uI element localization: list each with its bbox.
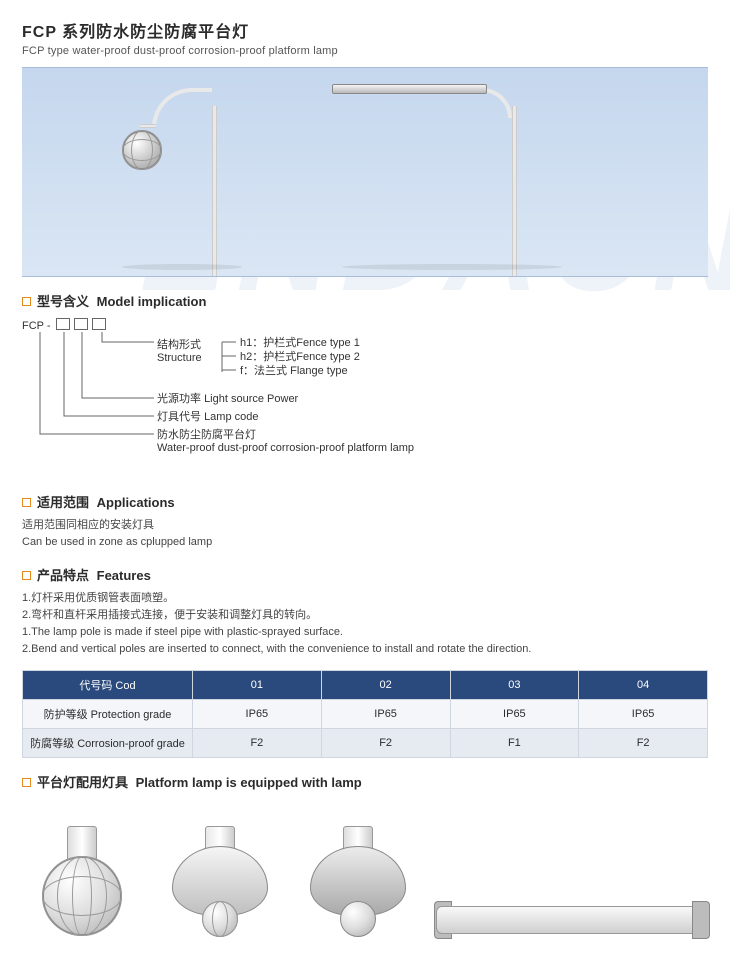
- page-title-cn: FCP 系列防水防尘防腐平台灯: [22, 18, 708, 42]
- lamp-gallery: [22, 801, 708, 951]
- model-implication-diagram: FCP - 结构形式 Structure h1：护栏式F: [22, 318, 708, 478]
- lamp-reflector-caged: [160, 801, 280, 951]
- lamp-reflector: [298, 801, 418, 951]
- applications-text-en: Can be used in zone as cplupped lamp: [22, 534, 708, 551]
- table-header: 03: [450, 671, 579, 700]
- table-row: 防护等级 Protection grade IP65 IP65 IP65 IP6…: [23, 700, 708, 729]
- features-list: 1.灯杆采用优质钢管表面喷塑。 2.弯杆和直杆采用插接式连接，便于安装和调整灯具…: [22, 590, 708, 658]
- table-row: 防腐等级 Corrosion-proof grade F2 F2 F1 F2: [23, 729, 708, 758]
- hero-lamp-tube: [332, 84, 487, 94]
- hero-band: [22, 67, 708, 277]
- lamp-tube: [436, 881, 708, 951]
- page-title-en: FCP type water-proof dust-proof corrosio…: [22, 45, 708, 57]
- table-header: 代号码 Cod: [23, 671, 193, 700]
- section-title-equipped: 平台灯配用灯具 Platform lamp is equipped with l…: [22, 772, 708, 791]
- spec-table: 代号码 Cod 01 02 03 04 防护等级 Protection grad…: [22, 670, 708, 758]
- lamp-globe-caged: [22, 801, 142, 951]
- section-title-model: 型号含义 Model implication: [22, 291, 708, 310]
- section-title-apps: 适用范围 Applications: [22, 492, 708, 511]
- table-header: 01: [193, 671, 322, 700]
- table-header: 04: [579, 671, 708, 700]
- section-title-features: 产品特点 Features: [22, 565, 708, 584]
- applications-text-cn: 适用范围同相应的安装灯具: [22, 517, 708, 534]
- table-header: 02: [321, 671, 450, 700]
